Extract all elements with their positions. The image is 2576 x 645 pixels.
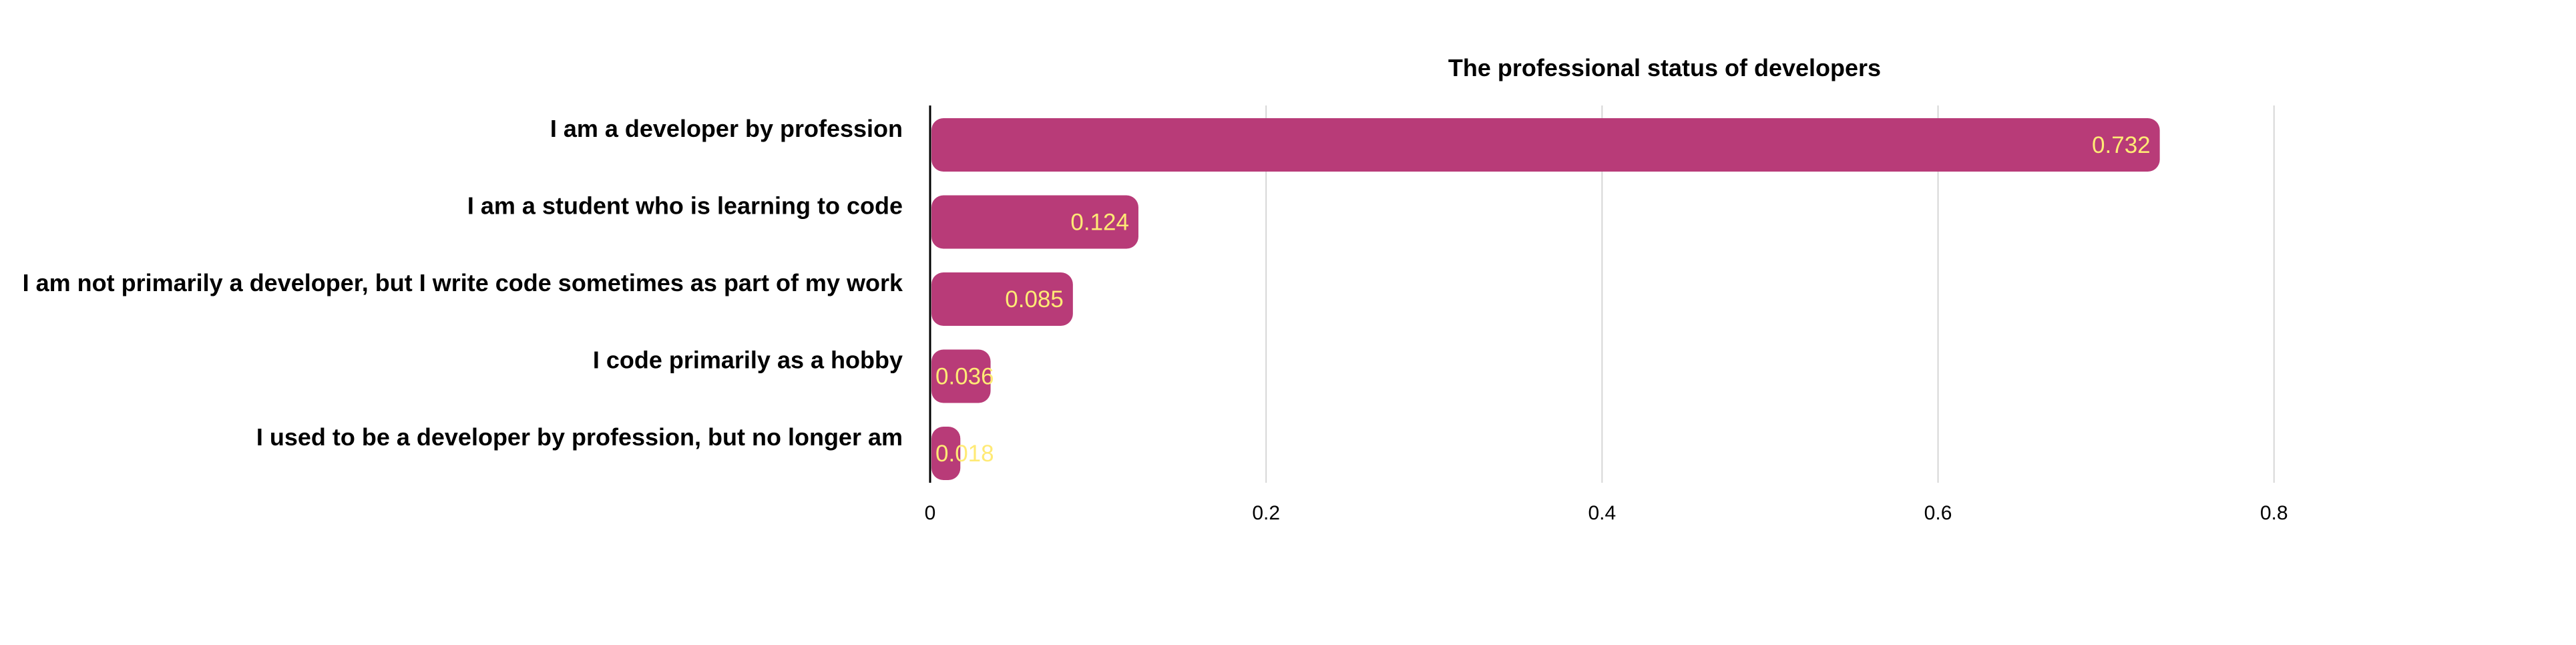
x-tick-label: 0.2 [1252,502,1280,524]
bar [931,272,1073,326]
category-label: I am not primarily a developer, but I wr… [23,269,903,296]
tick-layer: 0 0.2 0.4 0.6 0.8 [925,502,2288,524]
bar-value-label: 0.085 [1005,286,1064,312]
bar-value-label: 0.124 [1070,210,1129,236]
bar-layer [931,118,2160,480]
category-label: I am a student who is learning to code [467,192,903,220]
chart-title: The professional status of developers [1448,54,1881,81]
category-label: I code primarily as a hobby [593,347,903,374]
label-layer: 0.732 I am a developer by profession 0.124… [23,115,2151,467]
x-tick-label: 0.4 [1588,502,1617,524]
category-label: I used to be a developer by profession, … [256,423,903,451]
category-label: I am a developer by profession [550,115,903,142]
x-tick-label: 0.8 [2260,502,2288,524]
x-tick-label: 0 [925,502,936,524]
bar [931,118,2160,172]
bar-value-label: 0.018 [935,441,994,467]
bar-value-label: 0.732 [2092,132,2151,158]
bar-value-label: 0.036 [935,364,994,390]
bar [931,349,991,403]
x-tick-label: 0.6 [1924,502,1952,524]
bar [931,427,961,480]
bar [931,195,1138,249]
